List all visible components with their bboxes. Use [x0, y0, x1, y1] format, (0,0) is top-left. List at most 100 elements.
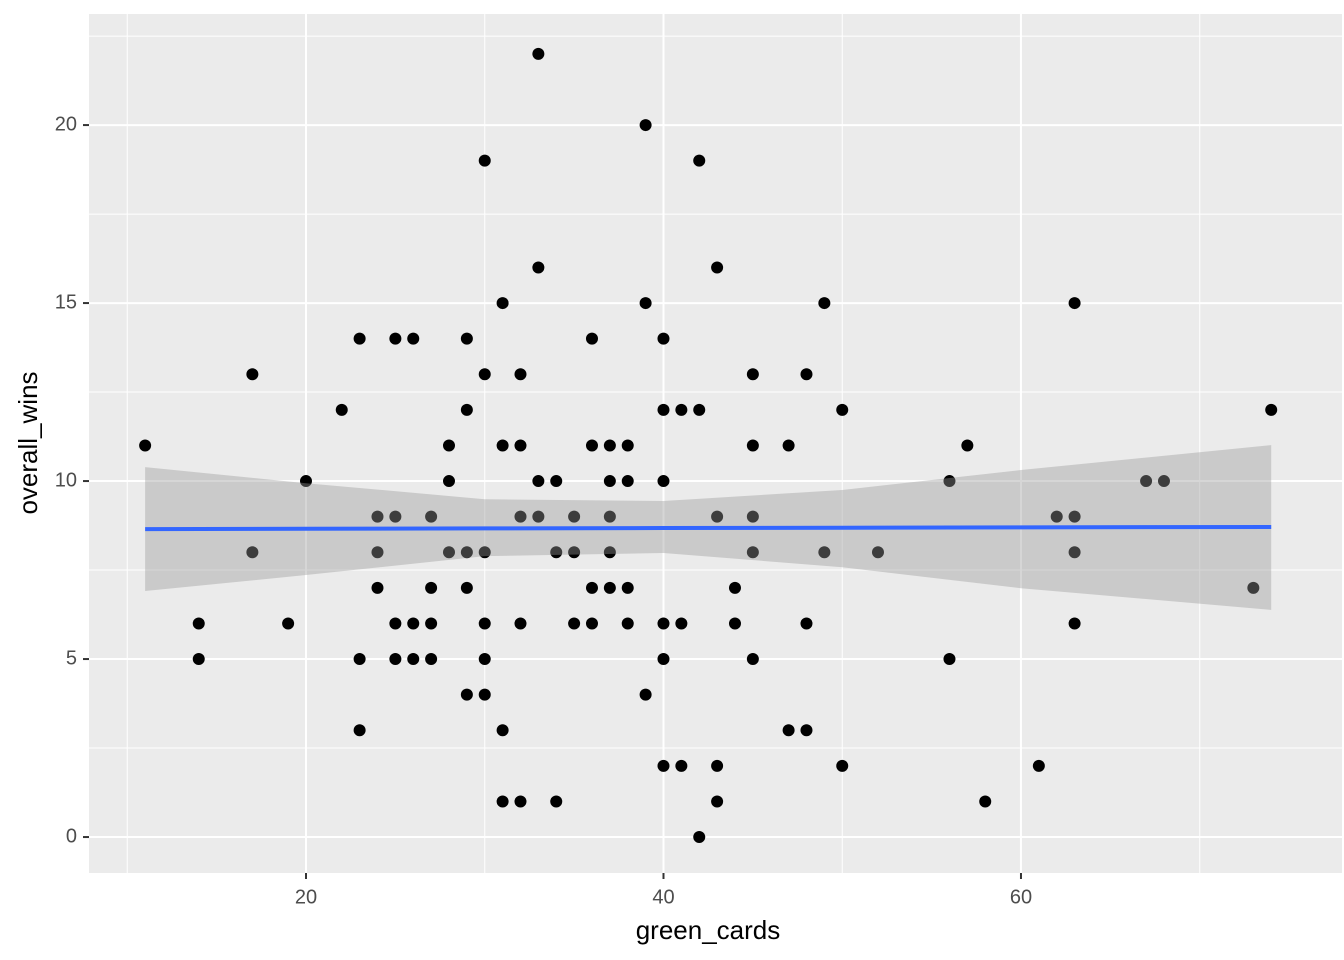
point — [514, 368, 527, 381]
point — [425, 581, 438, 594]
point — [460, 581, 473, 594]
point — [246, 368, 259, 381]
point — [496, 795, 509, 808]
point — [782, 724, 795, 737]
point — [407, 617, 420, 630]
point — [478, 617, 491, 630]
point — [675, 403, 688, 416]
point — [425, 653, 438, 666]
point — [514, 795, 527, 808]
y-tick-label: 5 — [66, 647, 77, 669]
point — [514, 510, 527, 523]
point — [550, 475, 563, 488]
point — [478, 546, 491, 559]
point — [389, 510, 402, 523]
point — [603, 475, 616, 488]
point — [639, 688, 652, 701]
point — [514, 617, 527, 630]
point — [621, 475, 634, 488]
point — [1068, 617, 1081, 630]
point — [1140, 475, 1153, 488]
point — [568, 617, 581, 630]
point — [943, 653, 956, 666]
point — [603, 439, 616, 452]
y-axis-title: overall_wins — [13, 371, 43, 514]
x-tick-label: 60 — [1010, 886, 1032, 908]
point — [675, 617, 688, 630]
point — [353, 653, 366, 666]
point — [192, 653, 205, 666]
point — [657, 475, 670, 488]
point — [871, 546, 884, 559]
y-tick-label: 20 — [55, 113, 77, 135]
point — [585, 332, 598, 345]
point — [728, 617, 741, 630]
point — [460, 688, 473, 701]
point — [657, 403, 670, 416]
y-tick-label: 15 — [55, 291, 77, 313]
point — [621, 439, 634, 452]
point — [532, 47, 545, 60]
point — [478, 653, 491, 666]
point — [389, 617, 402, 630]
point — [657, 759, 670, 772]
point — [585, 439, 598, 452]
point — [943, 475, 956, 488]
point — [818, 297, 831, 310]
x-axis-title: green_cards — [636, 915, 781, 945]
point — [371, 510, 384, 523]
point — [639, 297, 652, 310]
point — [746, 368, 759, 381]
point — [639, 119, 652, 132]
point — [246, 546, 259, 559]
point — [1247, 581, 1260, 594]
point — [550, 546, 563, 559]
point — [979, 795, 992, 808]
point — [693, 403, 706, 416]
point — [532, 261, 545, 274]
point — [961, 439, 974, 452]
x-tick-label: 40 — [652, 886, 674, 908]
point — [693, 154, 706, 167]
point — [746, 546, 759, 559]
point — [711, 510, 724, 523]
y-tick-label: 10 — [55, 469, 77, 491]
point — [353, 724, 366, 737]
point — [836, 759, 849, 772]
point — [746, 653, 759, 666]
point — [711, 795, 724, 808]
y-tick-label: 0 — [66, 825, 77, 847]
point — [407, 653, 420, 666]
point — [282, 617, 295, 630]
point — [389, 332, 402, 345]
point — [353, 332, 366, 345]
point — [425, 510, 438, 523]
point — [1032, 759, 1045, 772]
point — [514, 439, 527, 452]
point — [603, 510, 616, 523]
panel — [89, 14, 1342, 873]
point — [585, 617, 598, 630]
point — [728, 581, 741, 594]
point — [478, 688, 491, 701]
point — [407, 332, 420, 345]
point — [585, 581, 598, 594]
point — [1068, 510, 1081, 523]
point — [657, 617, 670, 630]
point — [460, 546, 473, 559]
point — [192, 617, 205, 630]
point — [371, 581, 384, 594]
point — [746, 510, 759, 523]
point — [621, 581, 634, 594]
point — [532, 510, 545, 523]
point — [478, 368, 491, 381]
point — [675, 759, 688, 772]
point — [478, 154, 491, 167]
point — [1265, 403, 1278, 416]
point — [1068, 546, 1081, 559]
point — [442, 475, 455, 488]
point — [425, 617, 438, 630]
point — [371, 546, 384, 559]
point — [442, 439, 455, 452]
